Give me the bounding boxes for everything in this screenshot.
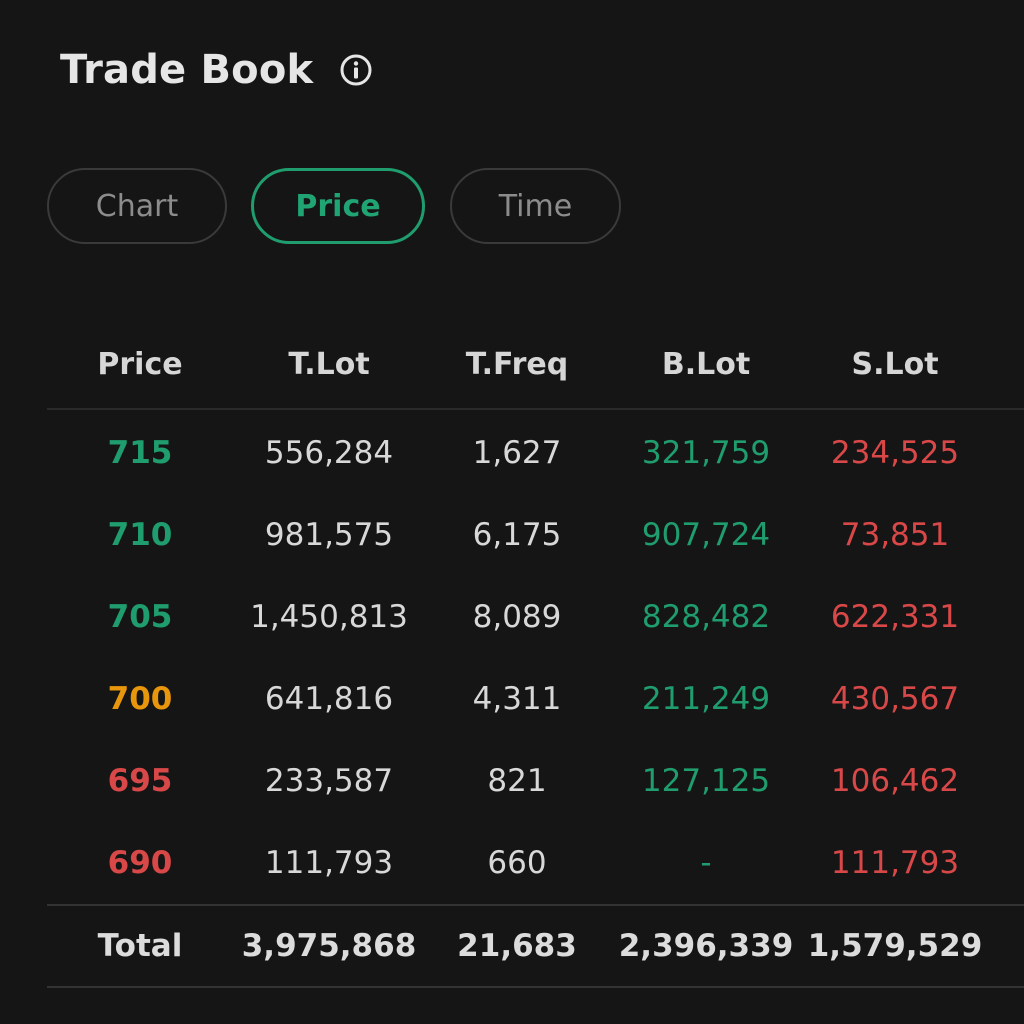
- price-cell: 700: [107, 681, 173, 717]
- column-header-blot[interactable]: B.Lot: [661, 346, 751, 382]
- tlot-cell: 1,450,813: [250, 599, 408, 635]
- column-header-price[interactable]: Price: [97, 346, 183, 382]
- tfreq-cell: 4,311: [472, 681, 562, 717]
- slot-cell: 111,793: [830, 845, 960, 881]
- blot-cell: 127,125: [641, 763, 771, 799]
- slot-cell: 430,567: [830, 681, 960, 717]
- table-row[interactable]: 695 233,587 821 127,125 106,462: [47, 740, 1024, 822]
- tab-time[interactable]: Time: [450, 168, 621, 244]
- table-row[interactable]: 690 111,793 660 - 111,793: [47, 822, 1024, 904]
- tfreq-cell: 8,089: [472, 599, 562, 635]
- table-row[interactable]: 700 641,816 4,311 211,249 430,567: [47, 658, 1024, 740]
- blot-cell: -: [700, 845, 712, 881]
- total-blot: 2,396,339: [618, 928, 794, 964]
- tlot-cell: 641,816: [264, 681, 394, 717]
- total-slot: 1,579,529: [807, 928, 983, 964]
- price-cell: 695: [107, 763, 173, 799]
- tfreq-cell: 6,175: [472, 517, 562, 553]
- price-cell: 705: [107, 599, 173, 635]
- total-tfreq: 21,683: [457, 928, 577, 964]
- slot-cell: 622,331: [830, 599, 960, 635]
- tfreq-cell: 1,627: [472, 435, 562, 471]
- tab-price[interactable]: Price: [251, 168, 425, 244]
- page-title: Trade Book: [60, 47, 314, 93]
- tlot-cell: 556,284: [264, 435, 394, 471]
- table-row[interactable]: 705 1,450,813 8,089 828,482 622,331: [47, 576, 1024, 658]
- trade-book-table: Price T.Lot T.Freq B.Lot S.Lot 715 556,2…: [47, 320, 1024, 988]
- slot-cell: 73,851: [840, 517, 950, 553]
- blot-cell: 907,724: [641, 517, 771, 553]
- column-header-tlot[interactable]: T.Lot: [288, 346, 370, 382]
- column-header-tfreq[interactable]: T.Freq: [465, 346, 569, 382]
- table-row[interactable]: 710 981,575 6,175 907,724 73,851: [47, 494, 1024, 576]
- tlot-cell: 111,793: [264, 845, 394, 881]
- price-cell: 715: [107, 435, 173, 471]
- blot-cell: 321,759: [641, 435, 771, 471]
- blot-cell: 828,482: [641, 599, 771, 635]
- tfreq-cell: 660: [487, 845, 547, 881]
- total-label: Total: [97, 928, 183, 964]
- slot-cell: 234,525: [830, 435, 960, 471]
- slot-cell: 106,462: [830, 763, 960, 799]
- table-body: 715 556,284 1,627 321,759 234,525 710 98…: [47, 410, 1024, 904]
- column-header-slot[interactable]: S.Lot: [851, 346, 939, 382]
- price-cell: 690: [107, 845, 173, 881]
- table-row[interactable]: 715 556,284 1,627 321,759 234,525: [47, 412, 1024, 494]
- table-header: Price T.Lot T.Freq B.Lot S.Lot: [47, 320, 1024, 410]
- tlot-cell: 981,575: [264, 517, 394, 553]
- info-icon[interactable]: [339, 53, 373, 87]
- blot-cell: 211,249: [641, 681, 771, 717]
- total-tlot: 3,975,868: [241, 928, 417, 964]
- tlot-cell: 233,587: [264, 763, 394, 799]
- tab-chart[interactable]: Chart: [47, 168, 227, 244]
- title-row: Trade Book: [60, 42, 373, 98]
- tfreq-cell: 821: [487, 763, 547, 799]
- total-row: Total 3,975,868 21,683 2,396,339 1,579,5…: [47, 904, 1024, 988]
- price-cell: 710: [107, 517, 173, 553]
